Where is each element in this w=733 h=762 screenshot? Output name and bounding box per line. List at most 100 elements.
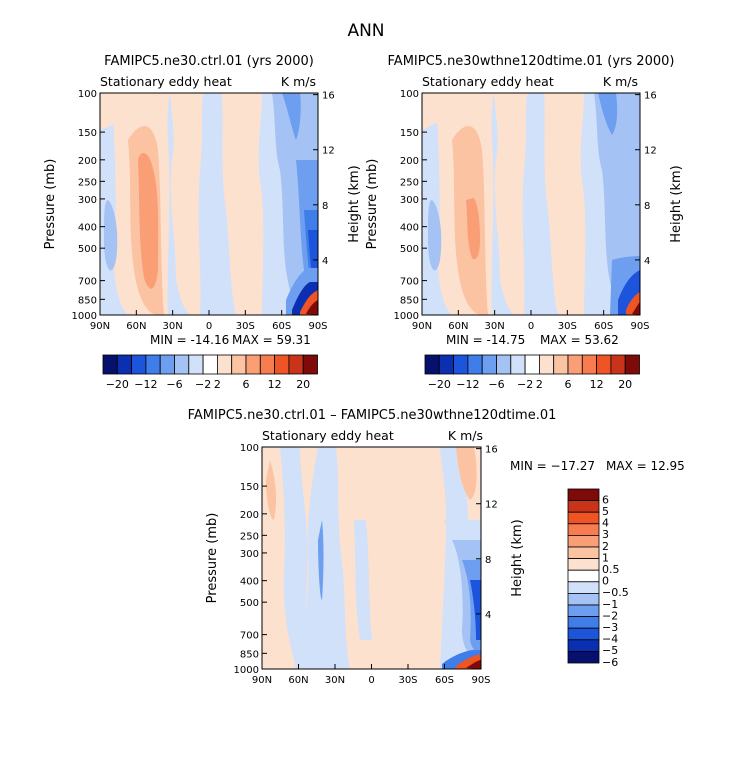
x-tick-label: 30N — [325, 675, 345, 686]
colorbar-label: 2 — [214, 378, 221, 391]
colorbar-swatch — [567, 500, 600, 513]
colorbar-swatch — [581, 354, 597, 375]
y-axis-label-right: Height (km) — [510, 519, 525, 596]
colorbar-swatch — [274, 354, 290, 375]
y-axis-label: Pressure (mb) — [205, 513, 220, 604]
x-tick-label: 60N — [448, 321, 468, 332]
colorbar-swatch — [567, 523, 600, 536]
x-tick-label: 30N — [163, 321, 183, 332]
contour-field — [262, 447, 481, 669]
panel-right-string: K m/s — [448, 428, 483, 443]
colorbar-swatch — [102, 354, 118, 375]
colorbar-label: −20 — [428, 378, 451, 391]
y-axis-label-right: Height (km) — [347, 165, 362, 242]
panel-left-string: Stationary eddy heat — [262, 428, 394, 443]
y-tick-label: 500 — [240, 598, 259, 609]
page-title: ANN — [347, 21, 384, 41]
colorbar-label: −0.5 — [602, 586, 629, 599]
y-right-tick-label: 12 — [322, 146, 335, 157]
y-right-tick-label: 16 — [485, 445, 498, 456]
y-right-tick-label: 8 — [485, 555, 491, 566]
y-tick-label: 300 — [240, 549, 259, 560]
y-right-tick-label: 12 — [485, 500, 498, 511]
colorbar-label: 0.5 — [602, 563, 620, 576]
y-tick-label: 400 — [400, 223, 419, 234]
y-tick-label: 200 — [400, 156, 419, 167]
y-tick-label: 700 — [240, 631, 259, 642]
colorbar-label: −6 — [602, 656, 618, 669]
colorbar-swatch — [567, 581, 600, 594]
colorbar-swatch — [624, 354, 640, 375]
colorbar-label: 6 — [243, 378, 250, 391]
y-right-tick-label: 4 — [644, 256, 650, 267]
colorbar-swatch — [424, 354, 440, 375]
colorbar-swatch — [567, 639, 600, 652]
colorbar-label: 6 — [602, 493, 609, 506]
y-tick-label: 1000 — [234, 665, 259, 676]
colorbar-label: 20 — [618, 378, 632, 391]
colorbar-swatch — [453, 354, 469, 375]
x-tick-label: 30S — [236, 321, 255, 332]
colorbar-swatch — [438, 354, 454, 375]
y-tick-label: 100 — [400, 89, 419, 100]
x-tick-label: 90S — [630, 321, 649, 332]
y-tick-label: 500 — [78, 244, 97, 255]
colorbar-label: −3 — [602, 621, 618, 634]
colorbar-label: −2 — [195, 378, 211, 391]
max-label: MAX = 12.95 — [606, 459, 685, 473]
colorbar-label: 2 — [602, 540, 609, 553]
colorbar-label: −12 — [134, 378, 157, 391]
x-tick-label: 90N — [412, 321, 432, 332]
colorbar-label: −2 — [602, 609, 618, 622]
y-right-tick-label: 4 — [322, 256, 328, 267]
panel-title: FAMIPC5.ne30wthne120dtime.01 (yrs 2000) — [388, 54, 675, 69]
y-tick-label: 150 — [78, 128, 97, 139]
y-tick-label: 200 — [240, 510, 259, 521]
panel-left-string: Stationary eddy heat — [100, 74, 232, 89]
colorbar-swatch — [188, 354, 204, 375]
y-tick-label: 250 — [400, 177, 419, 188]
colorbar-swatch — [567, 511, 600, 525]
colorbar-swatch — [567, 616, 600, 629]
y-right-tick-label: 8 — [644, 201, 650, 212]
colorbar-swatch — [567, 593, 600, 606]
panel-diff: FAMIPC5.ne30.ctrl.01 – FAMIPC5.ne30wthne… — [188, 408, 685, 686]
x-tick-label: 60S — [272, 321, 291, 332]
x-tick-label: 90N — [90, 321, 110, 332]
colorbar-label: 5 — [602, 505, 609, 518]
panel-title: FAMIPC5.ne30.ctrl.01 (yrs 2000) — [104, 54, 314, 69]
x-tick-label: 60S — [435, 675, 454, 686]
y-tick-label: 700 — [400, 277, 419, 288]
y-tick-label: 300 — [78, 195, 97, 206]
colorbar-label: −4 — [602, 633, 618, 646]
y-tick-label: 700 — [78, 277, 97, 288]
y-tick-label: 850 — [240, 649, 259, 660]
panel-title: FAMIPC5.ne30.ctrl.01 – FAMIPC5.ne30wthne… — [188, 408, 557, 423]
colorbar-swatch — [567, 535, 600, 548]
y-right-tick-label: 4 — [485, 610, 491, 621]
colorbar-swatch — [174, 354, 190, 375]
colorbar-label: −20 — [106, 378, 129, 391]
colorbar-swatch — [159, 354, 175, 375]
colorbar-swatch — [467, 354, 483, 375]
y-tick-label: 850 — [400, 295, 419, 306]
y-tick-label: 150 — [400, 128, 419, 139]
y-axis-label: Pressure (mb) — [43, 159, 58, 250]
colorbar-swatch — [496, 354, 512, 375]
colorbar-label: 20 — [296, 378, 310, 391]
colorbar-label: 12 — [268, 378, 282, 391]
colorbar-swatch — [116, 354, 133, 375]
colorbar-label: 12 — [590, 378, 604, 391]
colorbar-swatch — [302, 354, 318, 375]
panel-ne120: FAMIPC5.ne30wthne120dtime.01 (yrs 2000) … — [365, 54, 684, 391]
colorbar-label: 4 — [602, 517, 609, 530]
y-tick-label: 150 — [240, 482, 259, 493]
x-tick-label: 60N — [126, 321, 146, 332]
y-axis-label-right: Height (km) — [669, 165, 684, 242]
x-tick-label: 60S — [594, 321, 613, 332]
colorbar-swatch — [567, 488, 600, 502]
y-tick-label: 400 — [78, 223, 97, 234]
x-tick-label: 30S — [398, 675, 417, 686]
x-tick-label: 30S — [558, 321, 577, 332]
colorbar-label: 0 — [602, 575, 609, 588]
